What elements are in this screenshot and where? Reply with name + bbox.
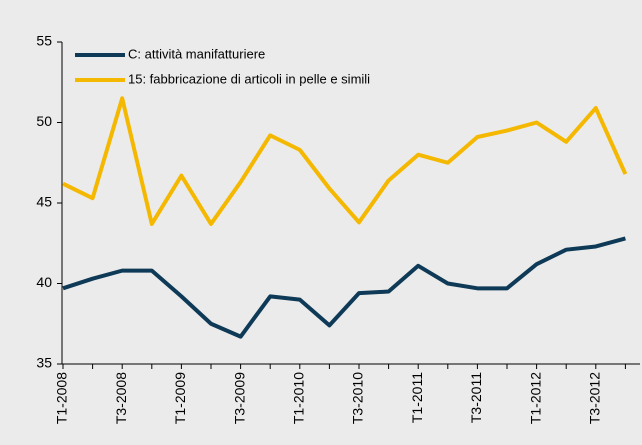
x-tick-label: T1-2010	[291, 372, 307, 424]
series-line	[62, 236, 626, 339]
x-tick-label: T3-2009	[231, 372, 247, 424]
x-tick-label: T1-2012	[527, 372, 543, 424]
y-tick-label: 45	[36, 194, 52, 210]
x-tick-label: T1-2011	[409, 372, 425, 423]
legend-label: 15: fabbricazione di articoli in pelle e…	[128, 71, 370, 86]
y-tick-label: 35	[36, 355, 52, 371]
x-tick-label: T1-2008	[54, 372, 70, 424]
x-tick-label: T3-2010	[350, 372, 366, 424]
x-tick-label: T3-2011	[468, 372, 484, 423]
x-tick-label: T3-2008	[113, 372, 129, 424]
y-tick-label: 50	[36, 113, 52, 129]
y-tick-label: 55	[36, 33, 52, 49]
x-tick-label: T1-2009	[172, 372, 188, 424]
series-line	[62, 96, 628, 226]
y-tick-label: 40	[36, 274, 52, 290]
legend-label: C: attività manifatturiere	[128, 46, 265, 61]
x-tick-label: T3-2012	[587, 372, 603, 424]
